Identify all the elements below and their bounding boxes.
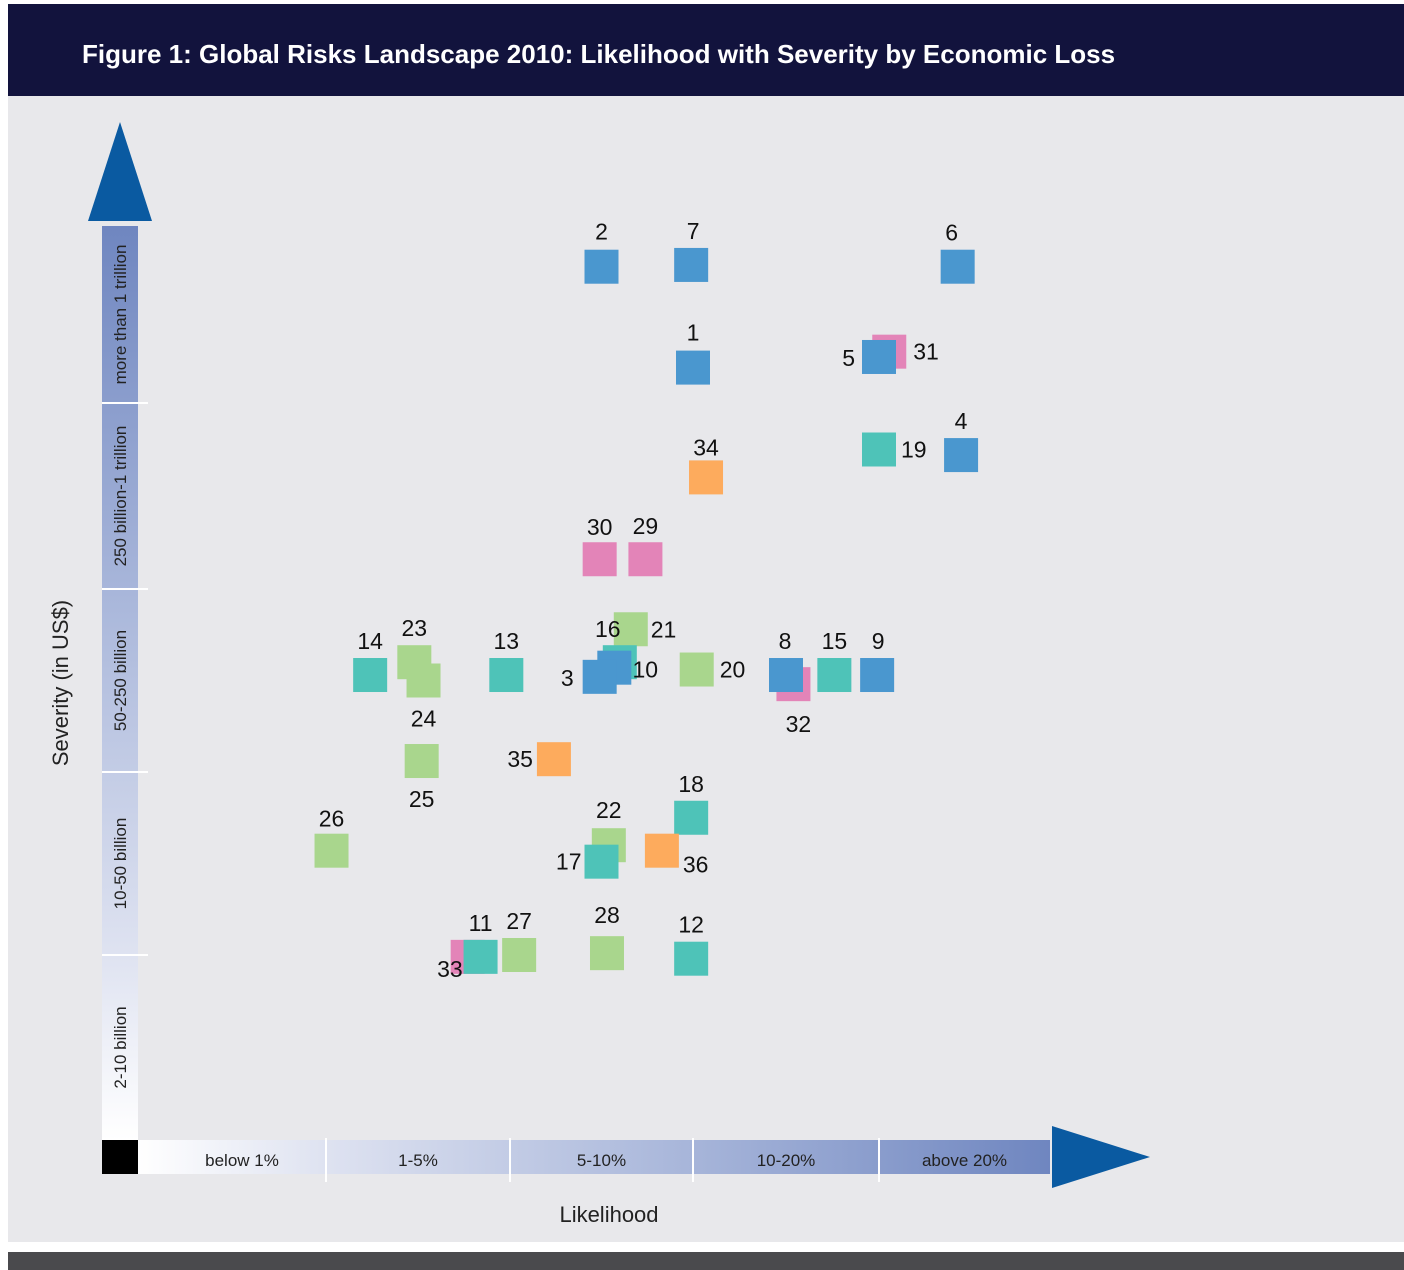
risk-marker-19	[862, 432, 896, 467]
risk-marker-5	[862, 339, 896, 374]
risk-marker-25	[404, 744, 439, 779]
risk-label-26: 26	[319, 806, 345, 832]
risk-marker-11	[463, 939, 498, 974]
risk-marker-30	[582, 542, 617, 577]
risk-label-12: 12	[678, 912, 704, 938]
x-axis-arrow	[1052, 1126, 1150, 1188]
risk-label-3: 3	[561, 665, 574, 691]
risk-marker-15	[817, 658, 852, 693]
risk-marker-1	[676, 350, 710, 385]
risk-label-27: 27	[506, 908, 532, 934]
risk-marker-34	[689, 460, 724, 495]
risk-label-9: 9	[872, 628, 885, 654]
risk-marker-24	[406, 663, 441, 698]
risk-label-6: 6	[945, 220, 958, 246]
risk-marker-14	[353, 658, 388, 693]
risk-marker-35	[536, 742, 571, 777]
risk-label-14: 14	[357, 628, 383, 654]
risk-label-4: 4	[955, 408, 968, 434]
risk-label-31: 31	[913, 339, 939, 365]
risk-label-33: 33	[437, 956, 463, 982]
risk-marker-28	[589, 936, 624, 971]
risk-marker-4	[944, 438, 979, 473]
risk-label-5: 5	[842, 345, 855, 371]
risk-label-2: 2	[595, 219, 608, 245]
risk-marker-8	[769, 658, 803, 693]
risk-label-10: 10	[633, 657, 659, 683]
risk-marker-26	[314, 833, 349, 868]
risk-marker-9	[860, 658, 895, 693]
risk-label-22: 22	[596, 797, 622, 823]
risk-label-19: 19	[901, 437, 927, 463]
x-axis-bar	[138, 1140, 1050, 1174]
risk-label-25: 25	[409, 786, 435, 812]
risk-label-11: 11	[469, 910, 493, 936]
x-band-label: 5-10%	[577, 1151, 626, 1170]
x-axis-title: Likelihood	[559, 1202, 658, 1227]
risk-label-30: 30	[587, 514, 613, 540]
risk-marker-2	[584, 249, 619, 284]
risk-label-24: 24	[411, 706, 437, 732]
risk-marker-18	[674, 800, 709, 835]
risk-marker-6	[940, 249, 975, 284]
risk-label-20: 20	[720, 657, 746, 683]
risk-label-35: 35	[507, 746, 533, 772]
y-band-label: more than 1 trillion	[111, 245, 130, 385]
x-band-label: below 1%	[205, 1151, 279, 1170]
y-axis-arrow	[88, 122, 152, 221]
y-axis-bar	[102, 226, 138, 1140]
risk-label-32: 32	[786, 711, 812, 737]
x-band-label: 1-5%	[398, 1151, 438, 1170]
risk-label-29: 29	[633, 513, 659, 539]
y-band-label: 2-10 billion	[111, 1006, 130, 1088]
risk-label-16: 16	[595, 616, 621, 642]
axis-origin-square	[102, 1140, 138, 1174]
risk-label-28: 28	[594, 902, 620, 928]
risk-label-13: 13	[494, 628, 520, 654]
y-band-label: 50-250 billion	[111, 630, 130, 731]
risk-label-8: 8	[779, 628, 792, 654]
risk-marker-12	[674, 941, 709, 976]
risk-marker-29	[628, 542, 663, 577]
risk-label-21: 21	[651, 616, 677, 642]
y-band-label: 250 billion-1 trillion	[111, 426, 130, 567]
risk-marker-17	[584, 844, 619, 879]
risk-label-34: 34	[693, 434, 719, 460]
risk-label-1: 1	[687, 320, 700, 346]
risk-label-7: 7	[687, 218, 700, 244]
axes-layer: 2-10 billion 10-50 billion 50-250 billion 2…	[48, 122, 1150, 1227]
risk-marker-3	[582, 659, 617, 694]
risk-label-23: 23	[402, 615, 428, 641]
risk-label-36: 36	[683, 852, 709, 878]
risk-marker-27	[502, 938, 537, 972]
figure-title: Figure 1: Global Risks Landscape 2010: L…	[82, 39, 1116, 69]
risk-marker-20	[679, 652, 714, 687]
risk-label-15: 15	[822, 628, 848, 654]
x-band-label: 10-20%	[757, 1151, 816, 1170]
risk-marker-21	[613, 612, 648, 647]
points-layer	[314, 247, 979, 976]
risk-marker-13	[489, 658, 524, 693]
risk-marker-36	[644, 833, 679, 868]
footer-bar	[8, 1252, 1404, 1270]
y-axis-title: Severity (in US$)	[48, 600, 73, 766]
risk-marker-7	[674, 247, 709, 282]
risk-label-18: 18	[678, 771, 704, 797]
figure-header	[8, 4, 1404, 96]
risk-label-17: 17	[556, 849, 582, 875]
y-band-label: 10-50 billion	[111, 818, 130, 910]
x-band-label: above 20%	[922, 1151, 1007, 1170]
